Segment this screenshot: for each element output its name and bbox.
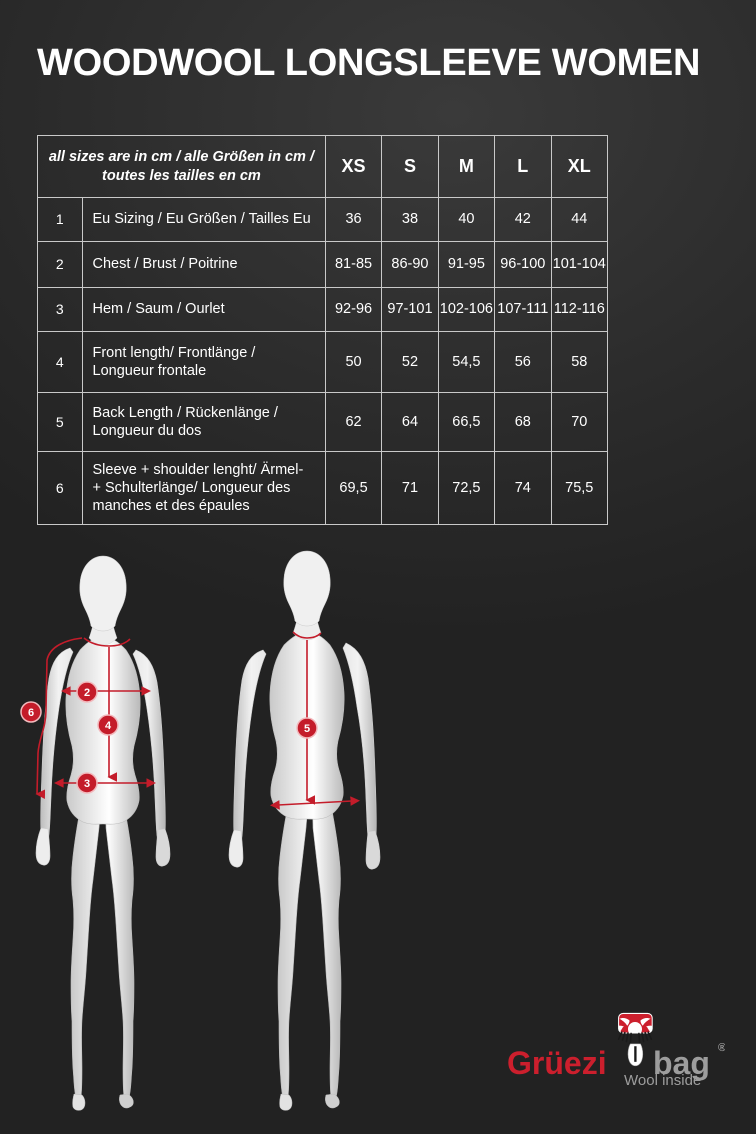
svg-text:5: 5 bbox=[304, 723, 310, 735]
svg-text:4: 4 bbox=[105, 720, 112, 732]
svg-text:6: 6 bbox=[28, 707, 34, 719]
svg-text:2: 2 bbox=[84, 687, 90, 699]
svg-text:3: 3 bbox=[84, 778, 90, 790]
svg-text:Wool inside: Wool inside bbox=[624, 1072, 701, 1089]
svg-text:®: ® bbox=[718, 1042, 725, 1054]
svg-text:Grüezi: Grüezi bbox=[507, 1045, 607, 1081]
